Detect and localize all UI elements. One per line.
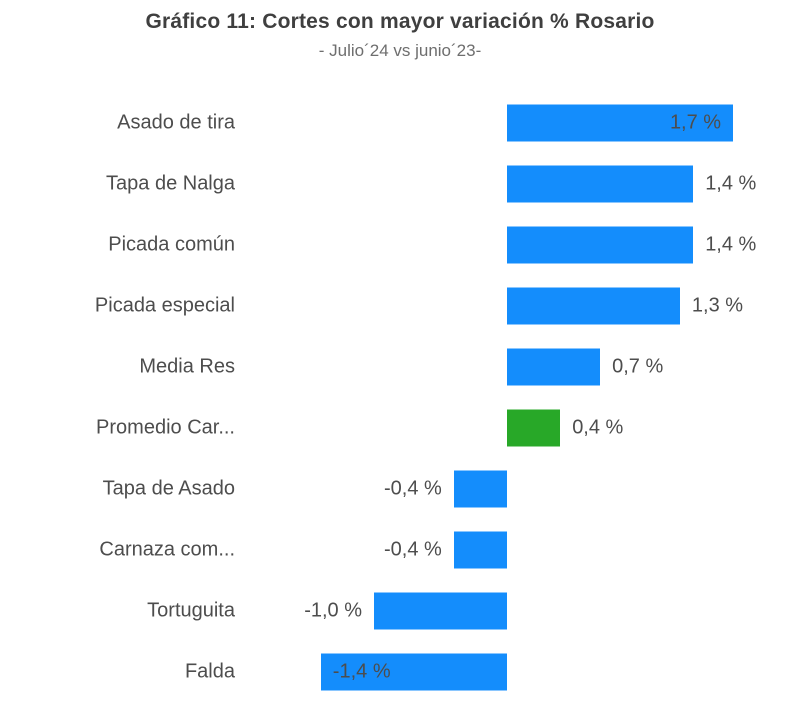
category-label: Promedio Car... <box>96 416 235 438</box>
value-label: -0,4 % <box>383 477 442 499</box>
value-label: 1,4 % <box>705 172 757 194</box>
bar[interactable] <box>507 348 601 385</box>
bar[interactable] <box>507 165 694 202</box>
bar[interactable] <box>507 287 680 324</box>
chart-row: Tortuguita -1,0 % <box>0 580 800 641</box>
value-label: -1,0 % <box>304 599 362 621</box>
chart-row: Tapa de Nalga 1,4 % <box>0 153 800 214</box>
chart-row: Picada común 1,4 % <box>0 214 800 275</box>
value-label: 1,7 % <box>669 111 722 133</box>
bar[interactable] <box>453 470 507 507</box>
value-label: 1,3 % <box>691 294 744 316</box>
category-label: Falda <box>184 660 235 682</box>
value-label: 0,7 % <box>612 355 664 377</box>
category-label: Asado de tira <box>117 111 235 133</box>
category-label: Carnaza com... <box>99 538 235 560</box>
chart-row: Media Res 0,7 % <box>0 336 800 397</box>
chart-row: Carnaza com... -0,4 % <box>0 519 800 580</box>
chart-row: Falda -1,4 % <box>0 641 800 702</box>
bar[interactable] <box>374 592 507 629</box>
chart-subtitle: - Julio´24 vs junio´23- <box>318 41 482 60</box>
bar[interactable] <box>507 104 734 141</box>
chart-header: Gráfico 11: Cortes con mayor variación %… <box>0 10 800 61</box>
bar[interactable] <box>507 226 694 263</box>
category-label: Tapa de Asado <box>102 477 235 499</box>
value-label: 0,4 % <box>572 416 624 438</box>
value-label: -0,4 % <box>383 538 442 560</box>
bar-plot-area: Asado de tira 1,7 % Tapa de Nalga 1,4 % Pica… <box>0 92 800 702</box>
chart-row: Promedio Car... 0,4 % <box>0 397 800 458</box>
category-label: Media Res <box>139 355 235 377</box>
chart-row: Tapa de Asado -0,4 % <box>0 458 800 519</box>
chart-row: Asado de tira 1,7 % <box>0 92 800 153</box>
bar[interactable] <box>453 531 507 568</box>
category-label: Tapa de Nalga <box>106 172 235 194</box>
category-label: Picada común <box>108 233 235 255</box>
category-label: Picada especial <box>94 294 235 316</box>
bar[interactable] <box>320 653 507 690</box>
value-label: -1,4 % <box>332 660 391 682</box>
category-label: Tortuguita <box>147 599 235 621</box>
value-label: 1,4 % <box>705 233 757 255</box>
chart-title: Gráfico 11: Cortes con mayor variación %… <box>145 10 655 33</box>
chart-row: Picada especial 1,3 % <box>0 275 800 336</box>
bar[interactable] <box>507 409 561 446</box>
